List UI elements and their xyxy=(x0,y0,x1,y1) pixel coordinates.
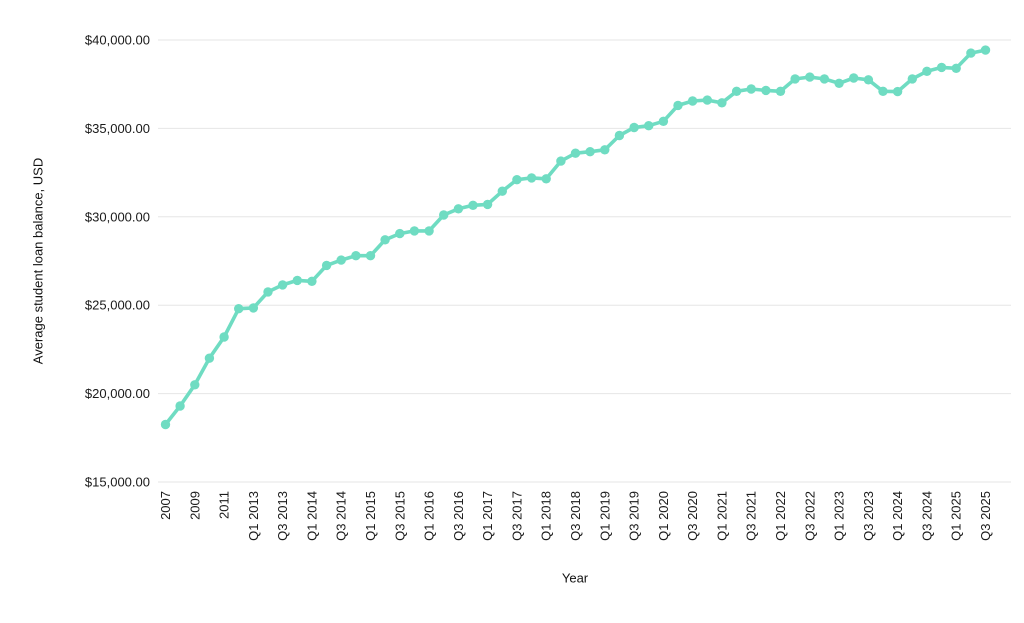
x-tick-label: Q3 2016 xyxy=(451,491,466,541)
data-point xyxy=(263,287,273,297)
x-tick-label: Q1 2024 xyxy=(890,491,905,541)
data-point xyxy=(819,74,830,84)
data-point xyxy=(644,121,654,131)
data-point xyxy=(966,48,976,58)
data-point xyxy=(219,332,229,342)
y-tick-label: $30,000.00 xyxy=(85,209,150,224)
data-point xyxy=(190,380,200,390)
x-tick-label: Q3 2018 xyxy=(568,491,583,541)
data-point xyxy=(702,95,712,105)
x-tick-label: Q1 2014 xyxy=(304,491,319,541)
data-point xyxy=(234,304,244,314)
x-tick-label: Q1 2017 xyxy=(480,491,495,541)
x-tick-label: Q3 2019 xyxy=(627,491,642,541)
y-tick-label: $20,000.00 xyxy=(85,386,150,401)
x-tick-label: Q1 2013 xyxy=(246,491,261,541)
y-axis-title: Average student loan balance, USD xyxy=(30,157,46,365)
series-line xyxy=(163,48,988,427)
data-point xyxy=(351,251,361,261)
x-tick-label: Q3 2021 xyxy=(744,491,759,541)
x-tick-label: Q3 2022 xyxy=(802,491,817,541)
data-point xyxy=(746,84,756,94)
x-tick-label: Q3 2020 xyxy=(685,491,700,541)
x-tick-label: Q1 2022 xyxy=(773,491,788,541)
data-point xyxy=(512,175,522,185)
data-point xyxy=(439,210,449,220)
data-point xyxy=(761,85,771,96)
data-point xyxy=(922,66,932,77)
x-tick-label: 2007 xyxy=(158,491,173,520)
x-tick-label: 2009 xyxy=(187,491,202,520)
data-point xyxy=(600,145,610,155)
x-tick-label: Q1 2023 xyxy=(832,491,847,541)
data-point xyxy=(556,156,566,166)
data-point xyxy=(936,62,947,73)
x-tick-label: Q3 2023 xyxy=(861,491,876,541)
data-point xyxy=(951,63,961,73)
data-point xyxy=(658,116,669,127)
data-point xyxy=(673,100,683,111)
data-point xyxy=(380,235,390,245)
x-tick-label: Q3 2014 xyxy=(334,491,349,541)
x-tick-label: Q1 2016 xyxy=(422,491,437,541)
data-point xyxy=(365,251,376,261)
data-point xyxy=(629,122,639,133)
x-tick-label: Q1 2015 xyxy=(363,491,378,541)
data-point xyxy=(878,86,888,97)
data-point xyxy=(805,72,815,82)
x-tick-label: 2011 xyxy=(217,491,232,519)
data-point xyxy=(585,147,595,157)
x-tick-label: Q1 2019 xyxy=(597,491,612,541)
y-tick-label: $40,000.00 xyxy=(85,33,150,48)
x-tick-label: Q3 2024 xyxy=(919,491,934,541)
data-point xyxy=(160,419,171,430)
data-point xyxy=(321,260,332,271)
y-tick-label: $15,000.00 xyxy=(85,475,150,490)
data-point xyxy=(849,73,859,83)
data-point xyxy=(863,75,874,85)
data-point xyxy=(980,45,991,55)
data-point xyxy=(892,86,903,97)
data-point xyxy=(277,280,288,290)
x-tick-label: Q1 2021 xyxy=(714,491,729,541)
x-tick-label: Q3 2015 xyxy=(392,491,407,541)
data-point xyxy=(717,98,727,108)
y-tick-label: $35,000.00 xyxy=(85,121,150,136)
data-point xyxy=(453,204,464,214)
x-axis-title: Year xyxy=(561,570,589,586)
data-point xyxy=(175,401,185,411)
data-point xyxy=(687,96,698,106)
x-tick-label: Q3 2025 xyxy=(978,491,993,541)
data-point xyxy=(570,148,581,158)
data-point xyxy=(731,86,742,97)
data-point xyxy=(790,74,800,84)
data-point xyxy=(526,173,537,183)
data-point xyxy=(307,276,317,286)
data-point xyxy=(336,255,346,265)
x-tick-label: Q1 2018 xyxy=(539,491,554,541)
data-point xyxy=(482,199,493,210)
data-point xyxy=(424,226,434,236)
x-tick-label: Q1 2025 xyxy=(949,491,964,541)
data-point xyxy=(204,353,215,363)
data-point xyxy=(614,130,625,141)
data-point xyxy=(775,86,786,97)
x-tick-label: Q1 2020 xyxy=(656,491,671,541)
data-point xyxy=(395,228,405,239)
x-tick-label: Q3 2017 xyxy=(509,491,524,541)
data-point xyxy=(497,186,507,196)
data-point xyxy=(907,74,917,84)
y-tick-label: $25,000.00 xyxy=(85,298,150,313)
data-point xyxy=(292,275,302,286)
data-point xyxy=(468,200,478,210)
data-point xyxy=(834,78,844,89)
data-point xyxy=(409,226,420,236)
x-tick-label: Q3 2013 xyxy=(275,491,290,541)
data-point xyxy=(541,174,551,184)
data-point xyxy=(248,303,259,313)
